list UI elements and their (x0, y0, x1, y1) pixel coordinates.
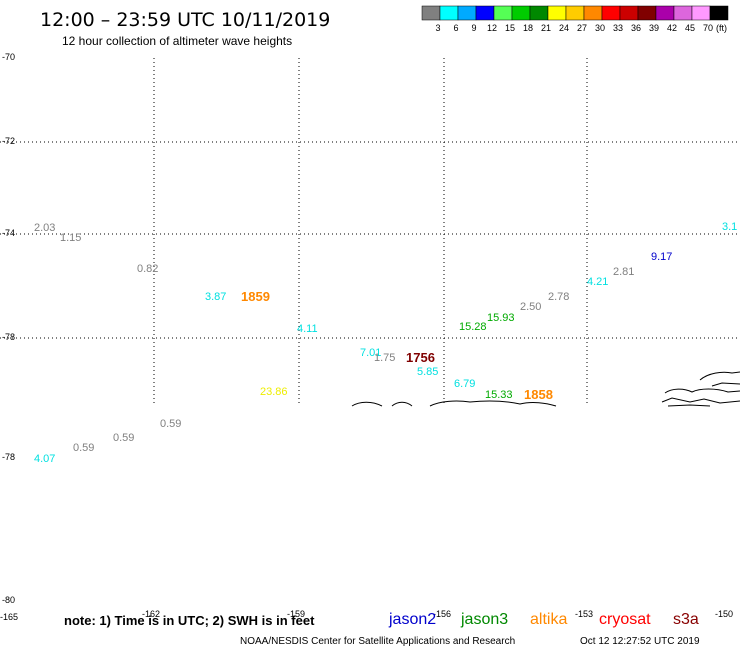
wave-height-label: 6.79 (454, 378, 475, 390)
units-note: note: 1) Time is in UTC; 2) SWH is in fe… (64, 613, 315, 628)
scale-swatch (637, 5, 657, 21)
scale-swatch (475, 5, 495, 21)
scale-swatch (691, 5, 711, 21)
scale-swatch (619, 5, 639, 21)
wave-height-label: 23.86 (260, 386, 288, 398)
satellite-legend-jason3: jason3 (460, 611, 508, 628)
scale-tick-label: 6 (453, 23, 458, 33)
satellite-legend-cryosat: cryosat (599, 611, 651, 628)
graticule (0, 58, 740, 405)
wave-height-label: 7.01 (360, 347, 381, 359)
lat-tick-label: -74 (2, 228, 15, 238)
wave-height-label: 15.93 (487, 312, 515, 324)
scale-swatch (655, 5, 675, 21)
scale-tick-label: 42 (667, 23, 677, 33)
wave-height-label: 4.07 (34, 453, 55, 465)
wave-height-label: 5.85 (417, 366, 438, 378)
scale-tick-label: 45 (685, 23, 695, 33)
scale-swatch (673, 5, 693, 21)
scale-swatch (583, 5, 603, 21)
lon-tick-label: -159 (287, 609, 305, 619)
wave-height-label: 3.1 (722, 221, 737, 233)
scale-swatch (709, 5, 729, 21)
wave-height-label: 15.28 (459, 321, 487, 333)
wave-height-label: 0.59 (73, 442, 94, 454)
wave-height-label: 2.50 (520, 301, 541, 313)
coastline (351, 371, 740, 407)
pass-time-label: 1756 (406, 350, 435, 365)
footer-credit: NOAA/NESDIS Center for Satellite Applica… (240, 636, 515, 647)
wave-height-label: 2.03 (34, 222, 55, 234)
scale-tick-label: 36 (631, 23, 641, 33)
scale-tick-label: 21 (541, 23, 551, 33)
satellite-legend-s3a: s3a (673, 611, 699, 628)
scale-swatch (421, 5, 441, 21)
wave-height-label: 2.78 (548, 291, 569, 303)
scale-swatch (529, 5, 549, 21)
wave-height-label: 0.82 (137, 263, 158, 275)
scale-tick-label: 3 (435, 23, 440, 33)
scale-tick-label: 12 (487, 23, 497, 33)
lat-tick-label: -70 (2, 52, 15, 62)
scale-tick-label: 24 (559, 23, 569, 33)
scale-swatch (439, 5, 459, 21)
lon-tick-label: -156 (433, 609, 451, 619)
satellite-legend-jason2: jason2 (388, 611, 436, 628)
wave-height-label: 1.15 (60, 232, 81, 244)
lon-tick-label: -153 (575, 609, 593, 619)
map-title: 12:00 – 23:59 UTC 10/11/2019 (40, 9, 330, 31)
lat-tick-label: -78 (2, 332, 15, 342)
scale-swatch (565, 5, 585, 21)
lat-tick-label: -78 (2, 452, 15, 462)
pass-time-label: 1858 (524, 387, 553, 402)
scale-tick-label: 15 (505, 23, 515, 33)
scale-tick-label: 30 (595, 23, 605, 33)
scale-tick-label: 18 (523, 23, 533, 33)
lat-tick-label: -80 (2, 595, 15, 605)
scale-tick-label: 33 (613, 23, 623, 33)
map-subtitle: 12 hour collection of altimeter wave hei… (62, 34, 292, 48)
wave-height-label: 4.21 (587, 276, 608, 288)
scale-tick-label: 9 (471, 23, 476, 33)
wave-height-label: 1.75 (374, 352, 395, 364)
scale-swatch (601, 5, 621, 21)
wave-height-label: 15.33 (485, 389, 513, 401)
wave-height-label: 2.81 (613, 266, 634, 278)
wave-height-label: 0.59 (113, 432, 134, 444)
lon-tick-label: -150 (715, 609, 733, 619)
lon-tick-label: -165 (0, 612, 18, 622)
pass-time-label: 1859 (241, 289, 270, 304)
scale-swatch (547, 5, 567, 21)
scale-swatch (511, 5, 531, 21)
scale-tick-label: 27 (577, 23, 587, 33)
scale-tick-label: 70 (703, 23, 713, 33)
scale-swatch (457, 5, 477, 21)
wave-height-label: 3.87 (205, 291, 226, 303)
color-scale-legend: 3 6 9 12 15 18 21 24 27 30 33 36 39 42 45 70 (421, 5, 729, 33)
wave-height-label: 0.59 (160, 418, 181, 430)
scale-swatch (493, 5, 513, 21)
scale-unit-label: (ft) (716, 23, 727, 33)
wave-height-label: 9.17 (651, 251, 672, 263)
lon-tick-label: -162 (142, 609, 160, 619)
footer-timestamp: Oct 12 12:27:52 UTC 2019 (580, 636, 700, 647)
lat-tick-label: -72 (2, 136, 15, 146)
scale-tick-label: 39 (649, 23, 659, 33)
satellite-legend-altika: altika (530, 611, 567, 628)
wave-height-label: 4.11 (297, 323, 318, 335)
